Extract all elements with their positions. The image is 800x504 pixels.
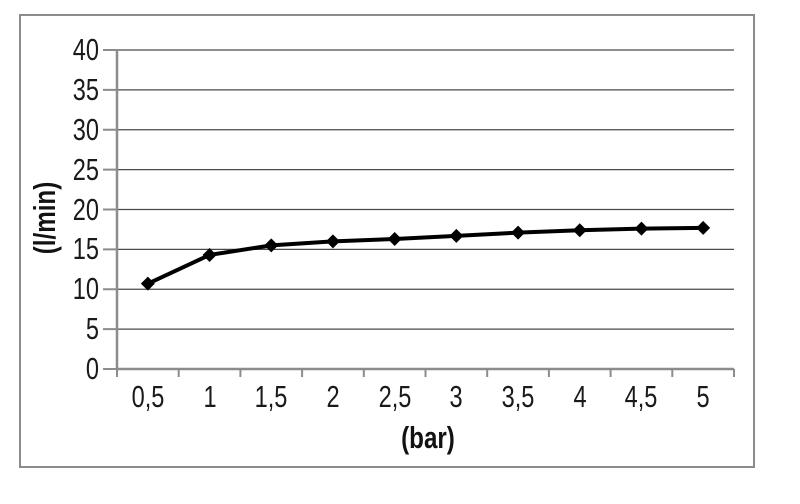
x-tick-label: 4,5 [625,379,658,414]
y-axis-label: (l/min) [27,181,62,255]
x-tick-label: 1 [202,379,217,414]
y-tick-label: 40 [72,32,99,67]
x-tick-label: 0,5 [131,379,165,414]
x-tick-label: 2 [326,379,340,414]
data-point-marker [511,225,526,240]
data-point-marker [572,223,587,238]
x-tick-label: 5 [696,379,710,414]
y-tick-label: 0 [85,351,99,386]
x-tick-label: 1,5 [254,379,288,414]
data-point-marker [696,220,711,235]
y-tick-label: 20 [72,191,99,227]
x-tick-label: 3 [449,379,463,414]
x-tick-label: 3,5 [501,379,535,414]
y-tick-label: 30 [72,111,99,147]
x-tick-label: 2,5 [378,379,412,414]
data-point-marker [634,221,649,236]
y-tick-label: 35 [72,71,99,107]
data-point-marker [387,232,402,247]
x-axis-label: (bar) [401,420,455,455]
y-tick-label: 5 [85,311,99,347]
y-tick-label: 25 [72,151,99,187]
series-line [147,225,704,286]
data-point-marker [325,234,340,249]
y-tick-label: 15 [72,231,99,267]
data-point-marker [140,276,155,291]
x-tick-label: 4 [573,379,587,414]
data-point-marker [449,228,464,243]
data-point-marker [264,238,279,253]
data-point-marker [202,247,217,262]
y-tick-label: 10 [72,271,99,307]
